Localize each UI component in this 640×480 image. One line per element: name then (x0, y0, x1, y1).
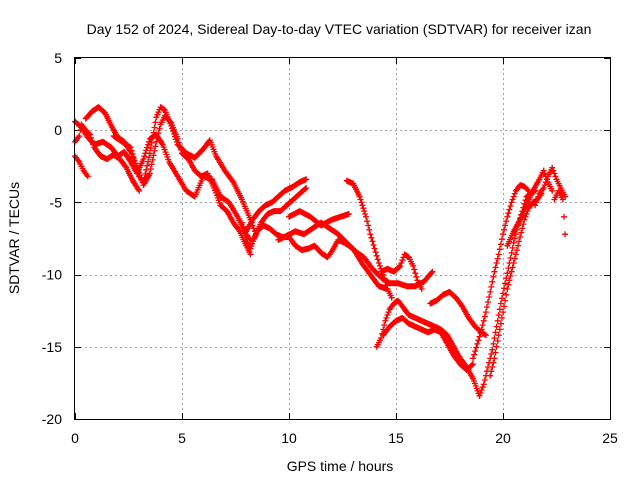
sample-markers (111, 104, 257, 232)
x-axis-label: GPS time / hours (287, 458, 394, 474)
chart-title: Day 152 of 2024, Sidereal Day-to-day VTE… (87, 21, 592, 37)
x-tick-label: 25 (602, 430, 618, 446)
data-point (504, 213, 511, 220)
data-point (497, 300, 504, 307)
sample-markers (533, 166, 567, 206)
series-arc-12 (378, 251, 425, 292)
grid-layer (75, 58, 610, 419)
data-point (474, 340, 481, 347)
data-point (517, 234, 524, 241)
series-arc-3 (110, 104, 258, 235)
y-tick-label: -20 (42, 411, 62, 427)
data-point (153, 138, 160, 145)
y-tick-label: -5 (50, 194, 63, 210)
sample-markers (83, 104, 253, 256)
data-point (495, 251, 502, 258)
x-tick-label: 5 (178, 430, 186, 446)
y-tick-label: -10 (42, 267, 62, 283)
sample-markers (252, 185, 309, 238)
data-point (502, 280, 509, 287)
data-point (500, 231, 506, 238)
data-point (491, 355, 498, 362)
series-arc-17 (487, 190, 545, 379)
data-point (371, 245, 378, 252)
series-arc-1 (72, 118, 254, 243)
series-arc-14 (380, 314, 476, 373)
sample-markers (244, 176, 309, 233)
data-point (487, 288, 494, 295)
sample-markers (73, 122, 142, 193)
data-point (476, 392, 483, 399)
series-arc-9 (286, 208, 352, 229)
data-point (480, 381, 487, 388)
data-point (382, 317, 389, 324)
data-point (489, 346, 496, 353)
x-tick-label: 0 (71, 430, 79, 446)
data-point (367, 231, 374, 238)
data-point (482, 309, 489, 316)
data-point (512, 251, 519, 258)
sample-markers (552, 190, 567, 220)
series-arc-11 (343, 177, 395, 301)
data-point (478, 326, 485, 333)
sample-markers (240, 222, 390, 292)
y-tick-label: 0 (54, 122, 62, 138)
sample-markers (378, 252, 424, 290)
data-point (238, 219, 245, 226)
data-point (510, 239, 517, 246)
data-point (532, 202, 539, 209)
series-arc-7 (243, 176, 310, 235)
data-point (487, 372, 494, 379)
sample-markers (471, 182, 531, 358)
sample-markers (72, 119, 253, 242)
sample-markers (381, 315, 476, 373)
data-points (72, 104, 569, 399)
series-arc-8 (251, 185, 310, 241)
y-tick-label: 5 (54, 50, 62, 66)
series-arc-21 (551, 187, 569, 238)
data-point (508, 199, 515, 206)
data-point (146, 150, 153, 157)
data-point (500, 309, 506, 316)
data-point (562, 231, 569, 238)
series-arc-20 (532, 164, 569, 209)
x-tick-label: 15 (388, 430, 404, 446)
series-arc-6 (238, 219, 391, 292)
series-arc-5 (72, 153, 91, 180)
x-tick-label: 20 (495, 430, 511, 446)
y-axis-label: SDTVAR / TECUs (6, 182, 22, 294)
data-point (363, 213, 369, 220)
y-tick-label: -15 (42, 339, 62, 355)
data-point (504, 286, 511, 292)
series-arc-10 (275, 219, 436, 290)
sample-markers (488, 192, 544, 375)
data-point (375, 260, 382, 266)
data-point (495, 332, 502, 339)
data-point (470, 355, 476, 362)
plot-frame (74, 57, 611, 420)
data-point (493, 323, 500, 330)
data-point (508, 268, 515, 275)
x-tick-label: 10 (281, 430, 297, 446)
tick-labels: 0 5 10 15 20 25 -20 -15 -10 -5 0 5 (42, 50, 618, 446)
series-arc-2 (82, 104, 254, 258)
series-arc-18 (470, 182, 532, 362)
sample-markers (73, 154, 90, 178)
data-point (491, 268, 498, 275)
